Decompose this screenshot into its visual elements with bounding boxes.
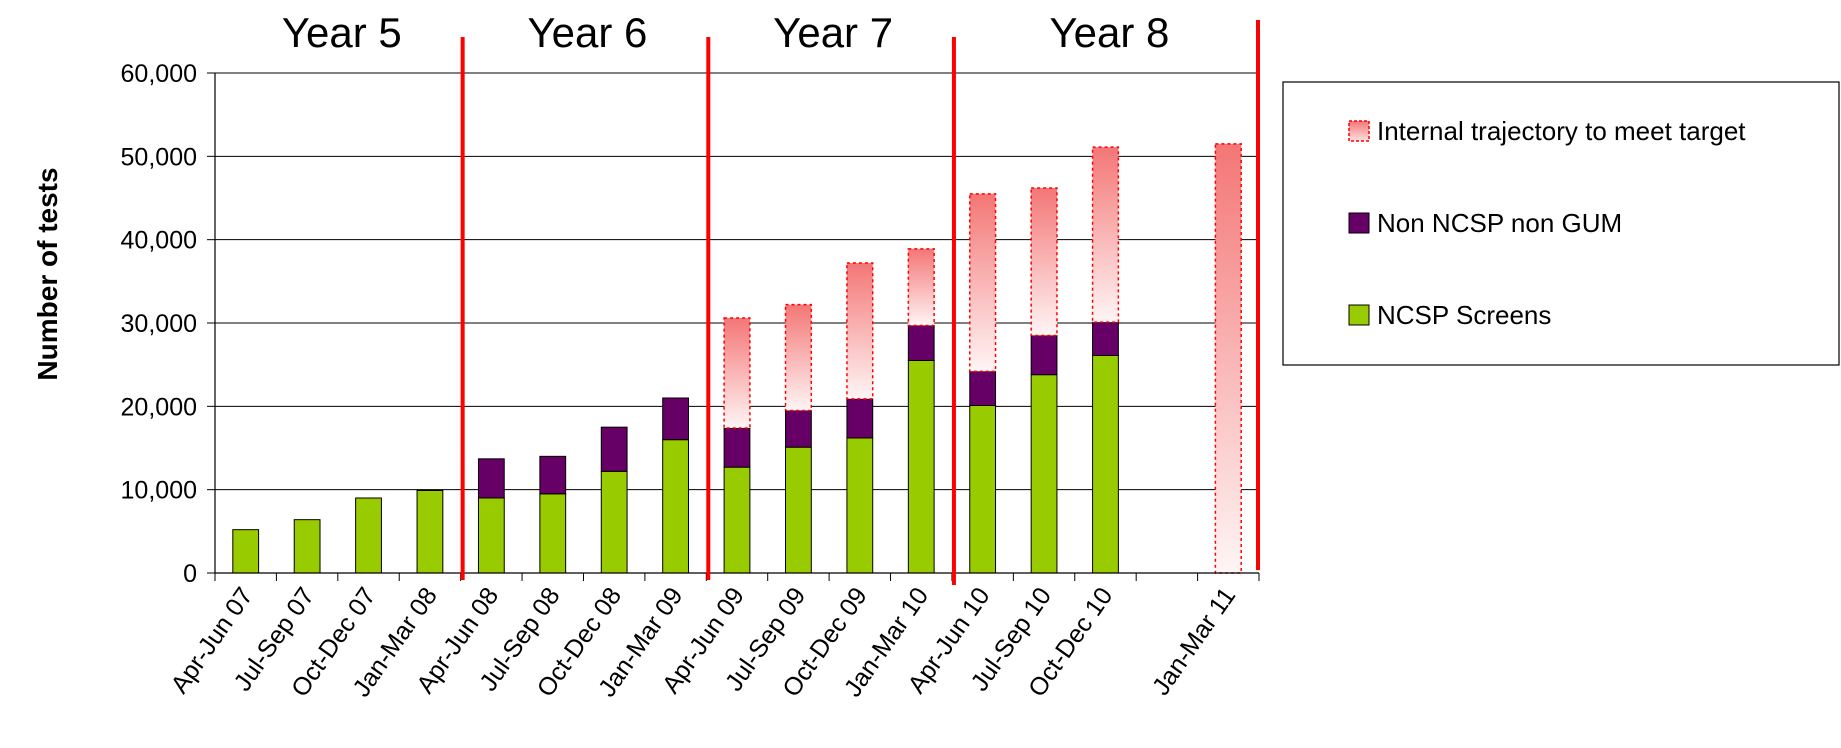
bar-ncsp-screens [1092,355,1119,574]
bar-internal-trajectory [907,248,935,327]
bar-internal-trajectory [969,193,997,373]
bar-ncsp-screens [1030,374,1058,574]
legend-label-trajectory: Internal trajectory to meet target [1377,116,1746,146]
bar-non-ncsp-non-gum [846,398,874,439]
bars [232,143,1242,574]
bar-non-ncsp-non-gum [785,410,812,448]
bar-internal-trajectory [1091,146,1120,323]
bar-internal-trajectory [1214,143,1242,574]
bar-internal-trajectory [1030,187,1058,337]
bar-ncsp-screens [662,439,689,574]
bar-ncsp-screens [907,360,935,574]
bar-ncsp-screens [232,529,260,574]
y-tick-label: 0 [183,560,197,588]
bar-ncsp-screens [846,437,874,574]
y-tick-label: 10,000 [121,477,197,505]
legend: Internal trajectory to meet target Non N… [1282,81,1840,366]
bar-ncsp-screens [539,493,567,574]
bar-ncsp-screens [600,470,628,574]
x-tick-label: Jan-Mar 11 [1147,582,1241,700]
bar-non-ncsp-non-gum [600,426,628,472]
bar-non-ncsp-non-gum [539,455,567,495]
y-tick-label: 60,000 [121,60,197,88]
year-label: Year 8 [1050,9,1170,56]
bar-non-ncsp-non-gum [969,370,997,407]
year-label: Year 6 [528,9,648,56]
bar-ncsp-screens [477,497,505,574]
y-tick-label: 20,000 [121,393,197,421]
y-axis-title: Number of tests [32,167,63,380]
year-label: Year 7 [773,9,893,56]
year-dividers [460,20,1260,585]
bar-non-ncsp-non-gum [1092,321,1119,356]
bar-non-ncsp-non-gum [1030,335,1058,376]
bar-internal-trajectory [846,262,874,400]
bar-ncsp-screens [416,490,444,574]
legend-label-ncsp: NCSP Screens [1377,300,1551,330]
legend-box [1282,81,1840,366]
bar-non-ncsp-non-gum [477,458,505,499]
axes [207,72,1260,581]
bar-ncsp-screens [969,405,997,574]
bar-internal-trajectory [784,303,813,412]
bar-non-ncsp-non-gum [907,325,935,361]
legend-swatch-trajectory [1348,120,1370,142]
year-labels: Year 5 Year 6 Year 7 Year 8 [282,9,1170,56]
bar-ncsp-screens [355,497,382,574]
bar-ncsp-screens [785,446,812,574]
year-label: Year 5 [282,9,402,56]
legend-swatch-ncsp [1348,304,1370,326]
y-tick-label: 40,000 [121,227,197,255]
legend-swatch-non-ncsp [1348,212,1370,234]
bar-non-ncsp-non-gum [662,397,689,441]
bar-non-ncsp-non-gum [723,427,751,468]
y-tick-label: 50,000 [121,143,197,171]
bar-internal-trajectory [723,317,751,429]
bar-ncsp-screens [293,519,321,574]
y-tick-label: 30,000 [121,310,197,338]
legend-label-non-ncsp: Non NCSP non GUM [1377,208,1622,238]
bar-ncsp-screens [723,466,751,574]
y-tick-labels: 0 10,000 20,000 30,000 40,000 50,000 60,000 [121,60,197,588]
